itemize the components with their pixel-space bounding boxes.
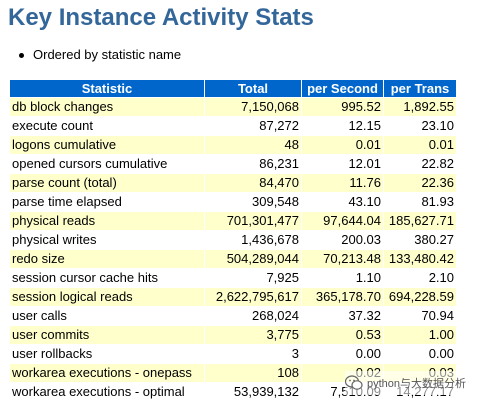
note-item: Ordered by statistic name [12,47,181,63]
cell-per-trans: 22.82 [384,155,456,173]
cell-total: 86,231 [205,155,301,173]
cell-total: 309,548 [205,193,301,211]
table-row: logons cumulative 48 0.01 0.01 [10,136,456,154]
cell-total: 7,925 [205,269,301,287]
notes-list: Ordered by statistic name [12,47,181,63]
cell-per-second: 97,644.04 [302,212,383,230]
cell-per-trans: 185,627.71 [384,212,456,230]
cell-total: 84,470 [205,174,301,192]
table-row: user commits 3,775 0.53 1.00 [10,326,456,344]
cell-total: 3,775 [205,326,301,344]
header-total: Total [205,80,301,97]
table-row: opened cursors cumulative 86,231 12.01 22.8… [10,155,456,173]
cell-per-trans: 2.10 [384,269,456,287]
cell-per-trans: 380.27 [384,231,456,249]
cell-per-second: 1.10 [302,269,383,287]
cell-per-second: 12.01 [302,155,383,173]
cell-total: 108 [205,364,301,382]
cell-statistic: workarea executions - onepass [10,364,204,382]
page-title: Key Instance Activity Stats [8,4,314,31]
cell-per-second: 37.32 [302,307,383,325]
table-row: session cursor cache hits 7,925 1.10 2.10 [10,269,456,287]
cell-per-trans: 1,892.55 [384,98,456,116]
cell-per-trans: 1.00 [384,326,456,344]
cell-per-second: 995.52 [302,98,383,116]
watermark-text: python与大数据分析 [367,378,467,390]
cell-statistic: execute count [10,117,204,135]
table-row: user calls 268,024 37.32 70.94 [10,307,456,325]
cell-statistic: logons cumulative [10,136,204,154]
cell-statistic: session logical reads [10,288,204,306]
watermark: python与大数据分析 [344,371,479,395]
cell-total: 1,436,678 [205,231,301,249]
stats-table: Statistic Total per Second per Trans db … [9,79,457,402]
cell-statistic: redo size [10,250,204,268]
cell-total: 7,150,068 [205,98,301,116]
cell-per-trans: 0.01 [384,136,456,154]
cell-per-second: 0.00 [302,345,383,363]
cell-per-trans: 23.10 [384,117,456,135]
cell-per-second: 200.03 [302,231,383,249]
cell-per-second: 70,213.48 [302,250,383,268]
cell-total: 87,272 [205,117,301,135]
cell-statistic: user rollbacks [10,345,204,363]
cell-statistic: physical reads [10,212,204,230]
header-per-second: per Second [302,80,383,97]
stats-table-body: db block changes 7,150,068 995.52 1,892.55 e… [10,98,456,401]
cell-per-second: 11.76 [302,174,383,192]
table-row: physical writes 1,436,678 200.03 380.27 [10,231,456,249]
cell-per-second: 43.10 [302,193,383,211]
cell-statistic: opened cursors cumulative [10,155,204,173]
wechat-icon [344,375,363,391]
cell-statistic: db block changes [10,98,204,116]
cell-per-trans: 0.00 [384,345,456,363]
table-row: user rollbacks 3 0.00 0.00 [10,345,456,363]
cell-statistic: parse time elapsed [10,193,204,211]
cell-per-trans: 22.36 [384,174,456,192]
cell-per-second: 12.15 [302,117,383,135]
cell-total: 3 [205,345,301,363]
cell-per-second: 0.01 [302,136,383,154]
cell-total: 701,301,477 [205,212,301,230]
cell-per-second: 0.53 [302,326,383,344]
header-statistic: Statistic [10,80,204,97]
cell-statistic: user commits [10,326,204,344]
cell-statistic: workarea executions - optimal [10,383,204,401]
table-row: db block changes 7,150,068 995.52 1,892.55 [10,98,456,116]
cell-per-trans: 133,480.42 [384,250,456,268]
cell-per-trans: 70.94 [384,307,456,325]
header-per-trans: per Trans [384,80,456,97]
cell-per-trans: 81.93 [384,193,456,211]
table-row: parse count (total) 84,470 11.76 22.36 [10,174,456,192]
cell-statistic: physical writes [10,231,204,249]
cell-total: 504,289,044 [205,250,301,268]
table-row: session logical reads 2,622,795,617 365,17… [10,288,456,306]
cell-per-second: 365,178.70 [302,288,383,306]
cell-total: 2,622,795,617 [205,288,301,306]
cell-total: 268,024 [205,307,301,325]
table-row: physical reads 701,301,477 97,644.04 185,62… [10,212,456,230]
table-row: redo size 504,289,044 70,213.48 133,480.42 [10,250,456,268]
table-row: parse time elapsed 309,548 43.10 81.93 [10,193,456,211]
cell-total: 53,939,132 [205,383,301,401]
table-row: execute count 87,272 12.15 23.10 [10,117,456,135]
cell-statistic: session cursor cache hits [10,269,204,287]
table-header-row: Statistic Total per Second per Trans [10,80,456,97]
cell-statistic: parse count (total) [10,174,204,192]
cell-statistic: user calls [10,307,204,325]
cell-per-trans: 694,228.59 [384,288,456,306]
cell-total: 48 [205,136,301,154]
